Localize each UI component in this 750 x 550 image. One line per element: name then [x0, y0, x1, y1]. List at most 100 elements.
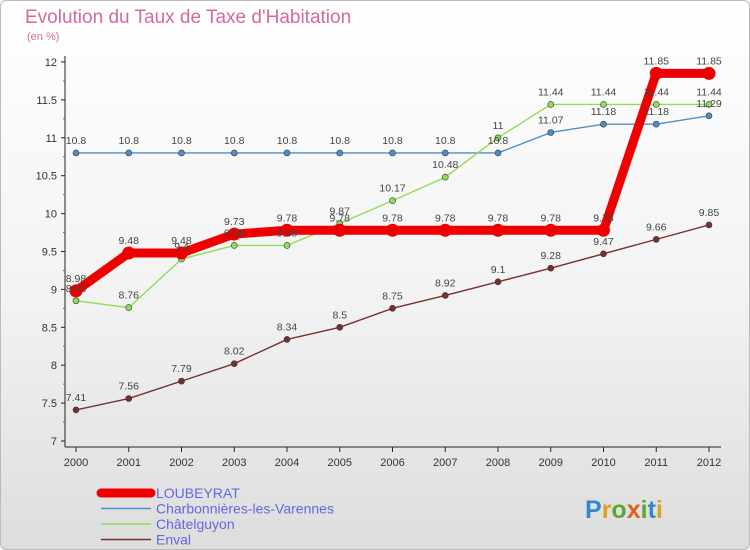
data-point	[544, 223, 558, 237]
data-point	[652, 101, 660, 108]
data-label: 9.78	[330, 212, 351, 224]
proxiti-logo: Proxiti	[585, 496, 663, 524]
data-label: 11.29	[696, 98, 722, 110]
data-label: 9.1	[491, 264, 506, 276]
data-point	[280, 223, 294, 237]
data-point	[125, 149, 133, 157]
data-label: 8.85	[66, 283, 87, 295]
data-label: 10.8	[435, 135, 456, 147]
data-point	[230, 242, 238, 249]
data-label: 8.5	[332, 309, 347, 321]
data-point	[547, 129, 555, 136]
data-point	[125, 395, 133, 402]
data-point	[125, 304, 133, 311]
data-label: 11.18	[644, 106, 670, 118]
data-label: 9.73	[224, 216, 245, 228]
data-label: 9.78	[593, 212, 614, 224]
y-tick-label: 11	[46, 133, 57, 145]
data-label: 8.02	[224, 346, 245, 358]
data-label: 8.98	[66, 273, 87, 285]
data-point	[547, 101, 555, 108]
data-point	[494, 278, 502, 286]
data-label: 9.85	[699, 207, 720, 219]
data-point	[705, 221, 713, 229]
data-point	[597, 223, 610, 237]
x-tick-label: 2001	[117, 457, 141, 469]
x-tick-label: 2005	[328, 457, 352, 469]
data-label: 8.92	[435, 277, 456, 289]
y-tick-label: 10	[45, 209, 57, 221]
x-tick-label: 2002	[169, 457, 193, 469]
data-label: 10.8	[488, 135, 509, 147]
data-point	[705, 112, 713, 120]
data-point	[283, 336, 291, 343]
data-label: 9.78	[541, 212, 562, 224]
data-label: 9.4	[174, 241, 189, 253]
data-point	[600, 250, 607, 258]
x-tick-label: 2007	[433, 457, 457, 469]
x-tick-label: 2008	[486, 457, 510, 469]
data-label: 8.75	[382, 290, 403, 302]
x-tick-label: 2012	[697, 457, 721, 469]
data-label: 9.66	[646, 221, 667, 233]
legend-label: Charbonnières-les-Varennes	[156, 501, 334, 517]
data-point	[494, 134, 502, 142]
data-label: 9.47	[593, 236, 614, 248]
data-point	[72, 297, 80, 305]
data-point	[175, 246, 188, 260]
data-label: 10.8	[66, 135, 87, 147]
data-point	[72, 149, 80, 157]
data-label: 10.8	[277, 135, 298, 147]
data-point	[600, 120, 607, 128]
data-point	[72, 406, 80, 414]
y-tick-label: 8	[51, 360, 57, 372]
legend-label: Châtelguyon	[156, 516, 235, 532]
x-tick-label: 2000	[64, 457, 88, 469]
data-point	[178, 149, 185, 157]
data-point	[702, 66, 716, 80]
data-point	[283, 242, 291, 249]
data-point	[441, 149, 449, 157]
data-label: 11	[493, 120, 504, 132]
y-tick-label: 8.5	[42, 322, 57, 334]
data-point	[652, 120, 660, 128]
x-tick-label: 2003	[222, 457, 246, 469]
data-label: 8.34	[277, 321, 298, 333]
data-point	[600, 101, 607, 108]
data-label: 11.44	[591, 86, 617, 98]
data-point	[227, 227, 241, 241]
data-point	[705, 101, 713, 108]
chart-title: Evolution du Taux de Taxe d'Habitation	[25, 7, 352, 28]
x-tick-label: 2011	[644, 457, 668, 469]
data-label: 9.78	[382, 212, 403, 224]
data-point	[336, 323, 344, 331]
data-label: 10.8	[171, 135, 192, 147]
data-label: 9.58	[277, 227, 298, 239]
chart-unit: (en %)	[27, 31, 60, 43]
data-point	[652, 236, 660, 243]
data-label: 9.87	[330, 205, 351, 217]
x-tick-label: 2010	[591, 457, 615, 469]
data-point	[389, 149, 396, 157]
data-point	[441, 173, 449, 181]
data-label: 10.8	[382, 135, 403, 147]
data-label: 10.8	[224, 135, 245, 147]
legend-label: Enval	[156, 532, 191, 548]
data-point	[122, 246, 136, 260]
data-label: 9.78	[277, 212, 298, 224]
data-label: 9.48	[171, 235, 192, 247]
data-label: 11.44	[538, 86, 564, 98]
x-tick-label: 2004	[275, 457, 299, 469]
data-label: 9.58	[224, 227, 245, 239]
data-label: 9.28	[541, 250, 562, 262]
data-point	[69, 284, 83, 298]
data-label: 9.78	[435, 212, 456, 224]
data-point	[336, 149, 344, 157]
data-point	[283, 149, 291, 157]
data-point	[494, 149, 502, 157]
data-point	[649, 66, 663, 80]
data-label: 7.56	[119, 381, 140, 393]
data-point	[389, 305, 396, 312]
x-tick-label: 2009	[539, 457, 563, 469]
